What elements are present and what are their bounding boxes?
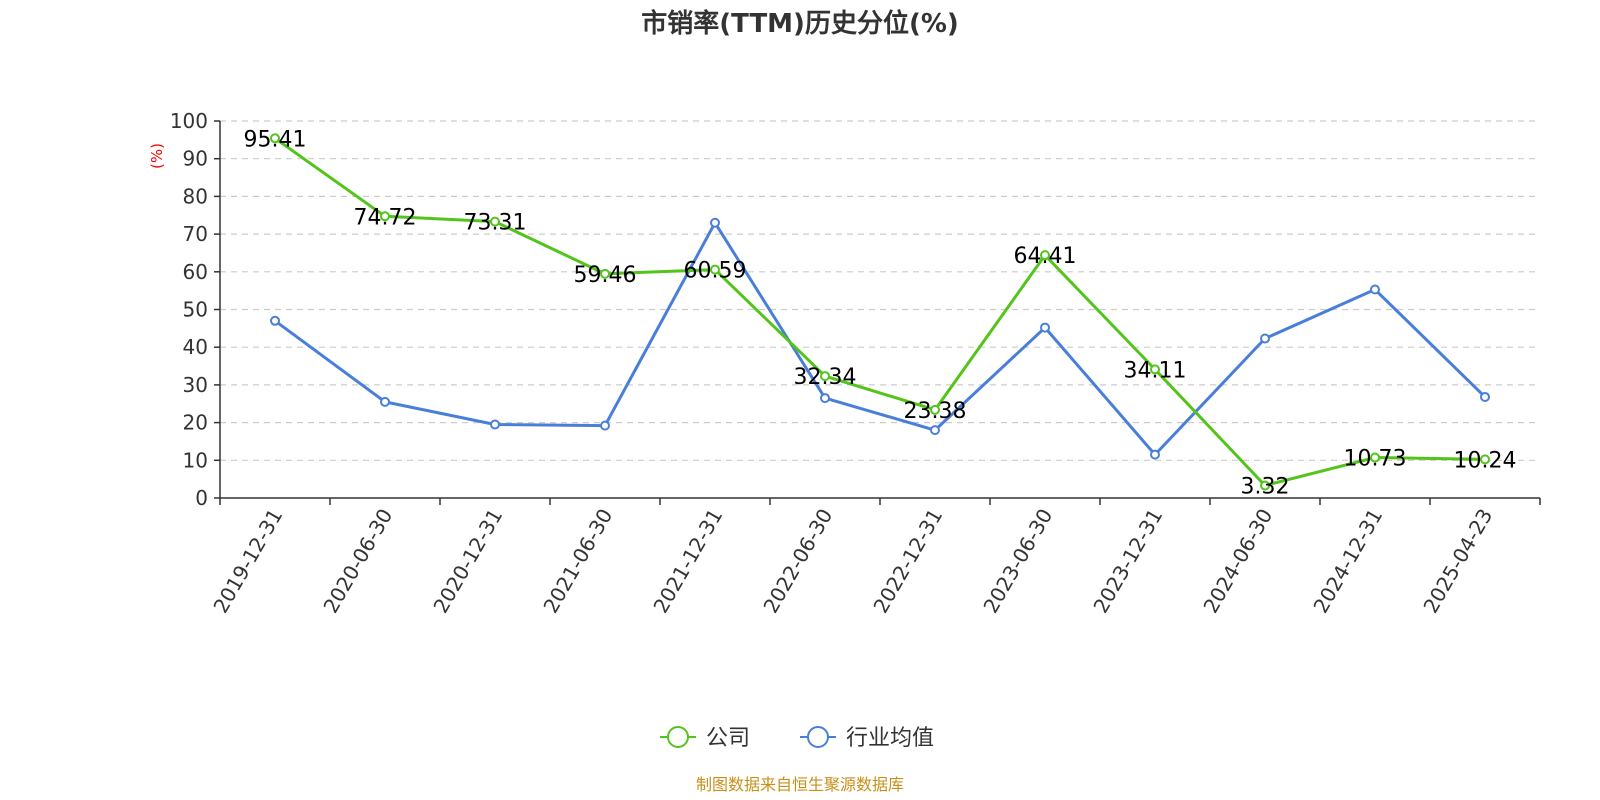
legend-label: 公司 bbox=[706, 726, 750, 751]
data-label: 73.31 bbox=[464, 211, 527, 236]
data-point[interactable] bbox=[380, 211, 390, 222]
x-tick-label: 2023-06-30 bbox=[978, 505, 1057, 618]
data-label: 3.32 bbox=[1241, 474, 1290, 499]
data-point[interactable] bbox=[600, 420, 610, 431]
data-point[interactable] bbox=[1040, 322, 1050, 333]
data-point[interactable] bbox=[1150, 449, 1160, 460]
data-label: 32.34 bbox=[794, 365, 857, 390]
legend-marker-icon bbox=[807, 726, 829, 748]
legend[interactable]: 公司 行业均值 bbox=[660, 726, 934, 751]
data-point[interactable] bbox=[710, 217, 720, 228]
legend-marker-icon bbox=[667, 726, 689, 748]
data-point[interactable] bbox=[1370, 452, 1380, 463]
data-point[interactable] bbox=[490, 419, 500, 430]
y-tick-label: 20 bbox=[183, 411, 208, 435]
data-point[interactable] bbox=[1480, 391, 1490, 402]
y-tick-label: 100 bbox=[170, 109, 208, 133]
data-label: 59.46 bbox=[574, 263, 637, 288]
y-tick-label: 10 bbox=[183, 448, 208, 472]
x-tick-label: 2023-12-31 bbox=[1088, 505, 1167, 618]
data-point[interactable] bbox=[1370, 284, 1380, 295]
grid-lines bbox=[220, 120, 1540, 461]
y-tick-label: 40 bbox=[183, 335, 208, 359]
data-label: 64.41 bbox=[1014, 244, 1077, 269]
data-point[interactable] bbox=[930, 404, 940, 415]
chart-title: 市销率(TTM)历史分位(%) bbox=[641, 8, 959, 39]
data-label: 34.11 bbox=[1124, 358, 1187, 383]
data-point[interactable] bbox=[930, 425, 940, 436]
x-tick-label: 2020-12-31 bbox=[428, 505, 507, 618]
x-tick-label: 2022-12-31 bbox=[868, 505, 947, 618]
data-labels: 95.41 74.72 73.31 59.46 60.59 32.34 23.38 64.41… bbox=[244, 127, 1517, 499]
data-point[interactable] bbox=[270, 315, 280, 326]
y-tick-label: 80 bbox=[183, 184, 208, 208]
x-tick-label: 2021-06-30 bbox=[538, 505, 617, 618]
data-label: 74.72 bbox=[354, 205, 417, 230]
data-label: 95.41 bbox=[244, 127, 307, 152]
data-point[interactable] bbox=[270, 133, 280, 144]
data-point[interactable] bbox=[1150, 364, 1160, 375]
x-tick-label: 2024-12-31 bbox=[1308, 505, 1387, 618]
y-tick-label: 70 bbox=[183, 222, 208, 246]
legend-item-industry-avg[interactable]: 行业均值 bbox=[800, 726, 934, 751]
legend-item-company[interactable]: 公司 bbox=[660, 726, 750, 751]
source-note: 制图数据来自恒生聚源数据库 bbox=[696, 775, 904, 794]
x-tick-label: 2019-12-31 bbox=[208, 505, 287, 618]
data-label: 23.38 bbox=[904, 399, 967, 424]
data-point[interactable] bbox=[820, 393, 830, 404]
y-tick-label: 90 bbox=[183, 147, 208, 171]
legend-label: 行业均值 bbox=[846, 726, 934, 751]
x-tick-label: 2021-12-31 bbox=[648, 505, 727, 618]
y-tick-label: 30 bbox=[183, 373, 208, 397]
series-line-company bbox=[274, 137, 1486, 487]
y-axis-label: (%) bbox=[148, 143, 166, 169]
y-tick-label: 60 bbox=[183, 260, 208, 284]
data-point[interactable] bbox=[490, 216, 500, 227]
data-point[interactable] bbox=[380, 396, 390, 407]
x-tick-label: 2022-06-30 bbox=[758, 505, 837, 618]
data-point[interactable] bbox=[1040, 250, 1050, 261]
data-point[interactable] bbox=[1260, 480, 1270, 491]
data-label: 60.59 bbox=[684, 259, 747, 284]
y-tick-label: 0 bbox=[195, 486, 208, 510]
series-line-industry-avg bbox=[274, 221, 1487, 457]
data-point[interactable] bbox=[710, 264, 720, 275]
series-group bbox=[270, 133, 1490, 491]
x-tick-label: 2024-06-30 bbox=[1198, 505, 1277, 618]
data-point[interactable] bbox=[1260, 333, 1270, 344]
data-label: 10.73 bbox=[1344, 447, 1407, 472]
x-tick-label: 2025-04-23 bbox=[1418, 505, 1497, 618]
data-point[interactable] bbox=[600, 268, 610, 279]
data-label: 10.24 bbox=[1454, 448, 1517, 473]
x-tick-label: 2020-06-30 bbox=[318, 505, 397, 618]
y-tick-label: 50 bbox=[183, 298, 208, 322]
data-point[interactable] bbox=[1480, 454, 1490, 465]
axes: 0 10 20 30 40 50 60 70 80 90 100 2019-12-31 2020-06-… bbox=[170, 109, 1541, 618]
data-point[interactable] bbox=[820, 371, 830, 382]
